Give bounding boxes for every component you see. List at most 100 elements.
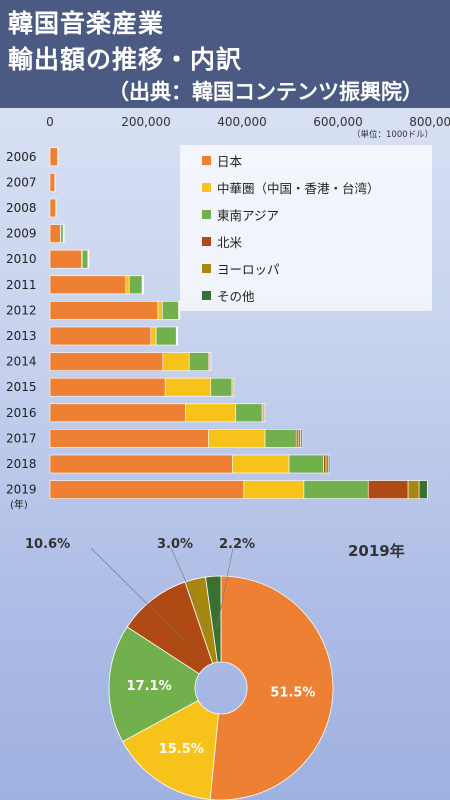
pie-value-label: 3.0%	[157, 537, 193, 552]
legend-swatch	[202, 182, 211, 192]
legend-swatch	[202, 236, 211, 246]
header-banner: 韓国音楽産業 輸出額の推移・内訳 （出典：韓国コンテンツ振興院）	[0, 0, 450, 108]
bar-segment	[157, 301, 163, 320]
legend-label: 東南アジア	[217, 207, 280, 223]
pie-slice	[205, 575, 222, 663]
bar-segment	[323, 454, 327, 474]
bar-segment	[63, 224, 65, 243]
bar-segment	[49, 275, 127, 295]
bar-segment	[49, 326, 152, 346]
legend-swatch	[202, 155, 211, 165]
legend-item: 東南アジア	[202, 205, 279, 223]
bar-segment	[288, 454, 324, 474]
legend-swatch	[202, 290, 211, 300]
bar-segment	[188, 352, 209, 371]
pie-value-label: 10.6%	[25, 537, 70, 552]
x-tick-label: 600,000	[313, 115, 363, 129]
pie-slice	[209, 575, 334, 800]
title-line-1: 韓国音楽産業	[8, 9, 165, 38]
bar-segment	[49, 249, 82, 269]
pie-value-label: 15.5%	[159, 742, 204, 757]
year-unit-label: (年)	[10, 500, 28, 511]
legend-item: 北米	[202, 232, 242, 250]
bar-segment	[49, 454, 233, 474]
y-category-label: 2015	[6, 380, 37, 394]
bar-segment	[155, 326, 177, 346]
bar-segment	[125, 275, 130, 295]
bar-segment	[176, 326, 178, 346]
y-category-label: 2013	[6, 329, 37, 343]
y-category-label: 2011	[6, 278, 37, 292]
bar-segment	[303, 480, 369, 499]
x-tick-label: 0	[46, 115, 54, 129]
bar-segment	[49, 173, 56, 192]
bar-segment	[162, 301, 179, 320]
legend-item: 日本	[202, 151, 242, 169]
bar-segment	[233, 377, 235, 397]
bar-segment	[325, 454, 329, 474]
bar-segment	[49, 352, 164, 371]
donut-chart: 51.5% 15.5% 17.1% 10.6% 3.0% 2.2%	[25, 537, 334, 800]
y-category-label: 2012	[6, 303, 37, 317]
bar-segment	[264, 403, 266, 423]
bar-segment	[49, 403, 186, 423]
y-category-label: 2008	[6, 201, 37, 215]
bar-segment	[210, 377, 233, 397]
y-category-label: 2018	[6, 457, 37, 471]
bar-segment	[88, 249, 90, 269]
bar-segment	[49, 301, 159, 320]
y-category-label: 2009	[6, 227, 37, 241]
legend-swatch	[202, 209, 211, 219]
legend-label: 日本	[217, 153, 243, 169]
legend-label: 中華圏（中国・香港・台湾）	[217, 180, 380, 196]
bar-segment	[367, 480, 409, 499]
leader-line	[90, 547, 185, 641]
legend: 日本中華圏（中国・香港・台湾） 東南アジア北米ヨーロッパその他	[180, 145, 432, 311]
source-label: （出典：韓国コンテンツ振興院）	[108, 80, 423, 104]
bar-segment	[55, 198, 58, 218]
y-category-label: 2010	[6, 252, 37, 266]
bar-segment	[49, 224, 61, 243]
leader-line	[170, 547, 208, 630]
bar-segment	[142, 275, 144, 295]
bar-segment	[208, 429, 266, 448]
bar-segment	[49, 377, 166, 397]
bar-segment	[128, 275, 143, 295]
legend-label: ヨーロッパ	[217, 261, 280, 277]
bar-segment	[57, 147, 59, 167]
stacked-bar-chart: 0 200,000 400,000 600,000 800,000 2006 2007 200…	[6, 115, 450, 499]
y-category-label: 2006	[6, 150, 37, 164]
bar-segment	[49, 429, 209, 448]
legend-item: 中華圏（中国・香港・台湾）	[202, 178, 380, 196]
bar-segment	[243, 480, 305, 499]
bar-segment	[418, 480, 428, 499]
legend-label: その他	[217, 288, 255, 304]
legend-item: その他	[202, 286, 255, 304]
pie-value-label: 17.1%	[127, 679, 172, 694]
bar-segment	[297, 429, 301, 448]
bar-segment	[49, 480, 245, 499]
bar-segment	[264, 429, 297, 448]
legend-item: ヨーロッパ	[202, 259, 280, 277]
y-category-label: 2016	[6, 406, 37, 420]
pie-slice	[122, 699, 219, 800]
pie-value-label: 2.2%	[219, 537, 255, 552]
bar-segment	[300, 429, 303, 448]
y-category-label: 2017	[6, 431, 37, 445]
unit-label: （単位：1000ドル）	[352, 130, 434, 140]
y-category-label: 2007	[6, 175, 37, 189]
y-category-label: 2019	[6, 483, 37, 497]
bar-segment	[210, 352, 212, 371]
pie-title: 2019年	[348, 542, 405, 560]
x-tick-label: 400,000	[217, 115, 267, 129]
leader-line	[216, 547, 234, 629]
bar-segment	[150, 326, 157, 346]
bar-segment	[49, 147, 58, 167]
bar-segment	[49, 198, 57, 218]
y-category-label: 2014	[6, 355, 37, 369]
legend-swatch	[202, 263, 211, 273]
bar-segment	[164, 377, 212, 397]
bar-segment	[162, 352, 190, 371]
bar-segment	[54, 173, 56, 192]
pie-value-label: 51.5%	[270, 686, 315, 701]
